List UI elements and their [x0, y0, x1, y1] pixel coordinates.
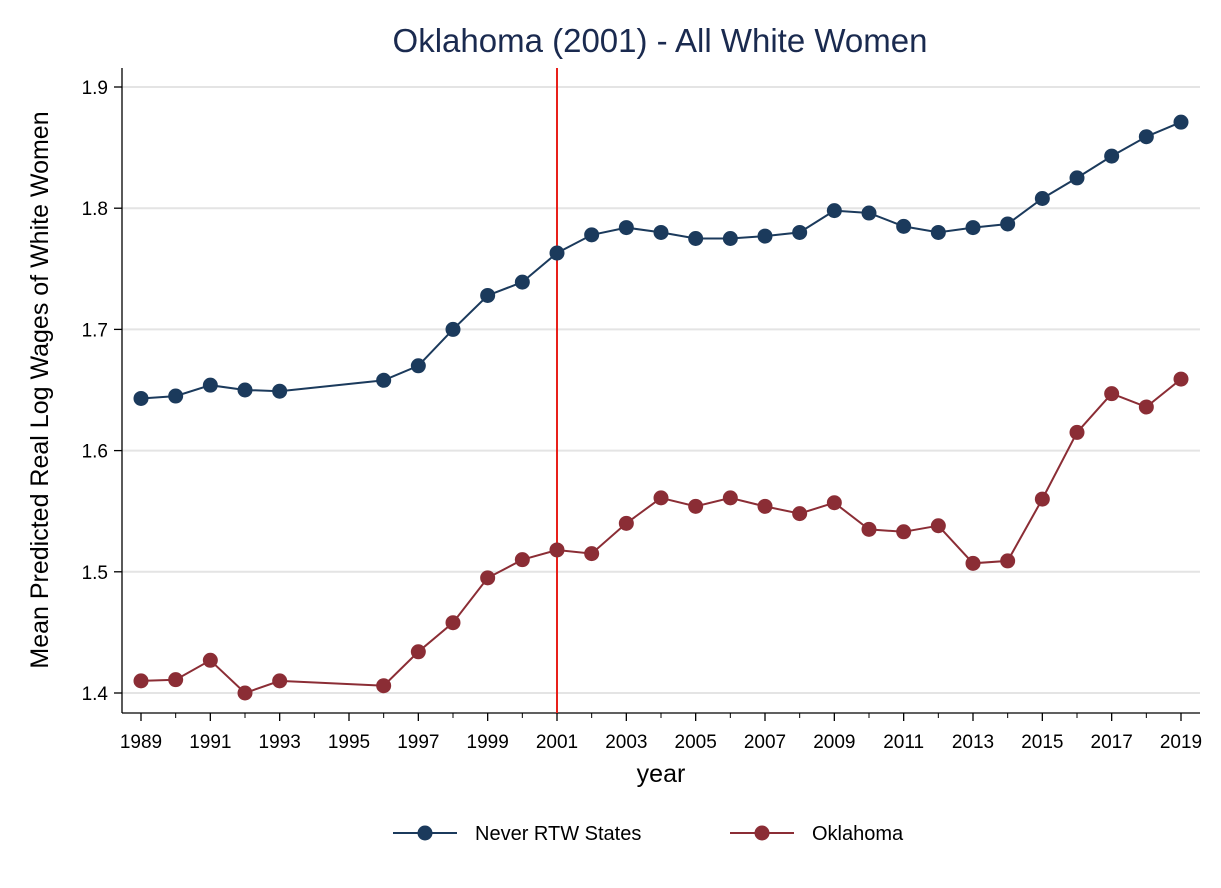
- data-point: [168, 672, 184, 688]
- y-tick-label: 1.8: [82, 199, 108, 220]
- legend-item: Oklahoma: [730, 823, 904, 845]
- x-tick-label: 1993: [259, 732, 301, 753]
- data-point: [1034, 191, 1050, 207]
- data-point: [1000, 216, 1016, 232]
- data-point: [1034, 491, 1050, 507]
- y-axis-title: Mean Predicted Real Log Wages of White W…: [26, 111, 54, 668]
- data-point: [237, 685, 253, 701]
- legend-item: Never RTW States: [393, 823, 641, 845]
- data-point: [1069, 424, 1085, 440]
- data-point: [237, 382, 253, 398]
- chart-title: Oklahoma (2001) - All White Women: [393, 22, 928, 59]
- y-tick-label: 1.6: [82, 442, 108, 463]
- data-point: [653, 490, 669, 506]
- legend: Never RTW States Oklahoma: [393, 823, 904, 845]
- data-point: [410, 358, 426, 374]
- data-point: [618, 515, 634, 531]
- data-point: [1104, 148, 1120, 164]
- data-point: [1069, 170, 1085, 186]
- y-tick-label: 1.5: [82, 563, 108, 584]
- axes: 1.4 1.5 1.6 1.7 1.8 1.9 1989 1991 1993 1995 1997 19…: [82, 68, 1202, 753]
- legend-label: Oklahoma: [812, 823, 904, 845]
- data-point: [792, 506, 808, 522]
- data-point: [133, 673, 149, 689]
- x-tick-label: 1989: [120, 732, 162, 753]
- data-point: [930, 224, 946, 240]
- x-tick-label: 2003: [605, 732, 647, 753]
- y-tick-label: 1.7: [82, 320, 108, 341]
- data-point: [376, 372, 392, 388]
- data-point: [965, 220, 981, 236]
- data-point: [514, 552, 530, 568]
- data-point: [896, 524, 912, 540]
- series-line: [140, 121, 1182, 400]
- data-point: [930, 518, 946, 534]
- data-point: [861, 205, 877, 221]
- data-point: [653, 224, 669, 240]
- series-0: [133, 114, 1189, 406]
- data-point: [410, 644, 426, 660]
- x-tick-label: 2019: [1160, 732, 1202, 753]
- data-point: [202, 377, 218, 393]
- x-tick-label: 2007: [744, 732, 786, 753]
- data-point: [861, 521, 877, 537]
- x-axis-title: year: [637, 760, 686, 788]
- x-tick-label: 2009: [813, 732, 855, 753]
- x-tick-label: 2013: [952, 732, 994, 753]
- x-tick-label: 2011: [883, 732, 924, 753]
- series-group: [133, 114, 1189, 701]
- data-point: [1104, 386, 1120, 402]
- data-point: [272, 383, 288, 399]
- data-point: [445, 615, 461, 631]
- data-point: [688, 498, 704, 514]
- data-point: [1173, 371, 1189, 387]
- data-point: [480, 287, 496, 303]
- data-point: [480, 570, 496, 586]
- y-tick-label: 1.4: [82, 684, 109, 705]
- series-line: [140, 378, 1182, 695]
- x-tick-label: 1997: [397, 732, 439, 753]
- data-point: [168, 388, 184, 404]
- series-1: [133, 371, 1189, 701]
- x-tick-label: 1995: [328, 732, 370, 753]
- gridlines: [122, 86, 1200, 694]
- data-point: [549, 542, 565, 558]
- x-tick-label: 1999: [467, 732, 509, 753]
- legend-swatch-marker: [754, 825, 770, 841]
- x-tick-label: 2005: [675, 732, 717, 753]
- data-point: [688, 231, 704, 246]
- data-point: [757, 228, 773, 244]
- data-point: [826, 203, 842, 219]
- data-point: [1138, 129, 1154, 145]
- data-point: [376, 678, 392, 694]
- data-point: [1173, 114, 1189, 130]
- x-tick-label: 1991: [189, 732, 231, 753]
- data-point: [618, 220, 634, 236]
- data-point: [1138, 399, 1154, 415]
- data-point: [202, 652, 218, 668]
- legend-swatch-marker: [417, 825, 433, 841]
- data-point: [584, 227, 600, 243]
- data-point: [1000, 553, 1016, 569]
- data-point: [896, 218, 912, 234]
- legend-label: Never RTW States: [475, 823, 641, 845]
- data-point: [549, 245, 565, 261]
- x-tick-label: 2015: [1021, 732, 1063, 753]
- data-point: [133, 390, 149, 406]
- data-point: [722, 490, 738, 506]
- data-point: [826, 495, 842, 511]
- x-tick-label: 2001: [536, 732, 578, 753]
- data-point: [584, 546, 600, 562]
- data-point: [272, 673, 288, 689]
- x-tick-label: 2017: [1091, 732, 1133, 753]
- data-point: [722, 231, 738, 246]
- y-tick-label: 1.9: [82, 78, 108, 99]
- data-point: [965, 555, 981, 571]
- data-point: [757, 498, 773, 514]
- data-point: [792, 224, 808, 240]
- data-point: [445, 321, 461, 337]
- data-point: [514, 274, 530, 290]
